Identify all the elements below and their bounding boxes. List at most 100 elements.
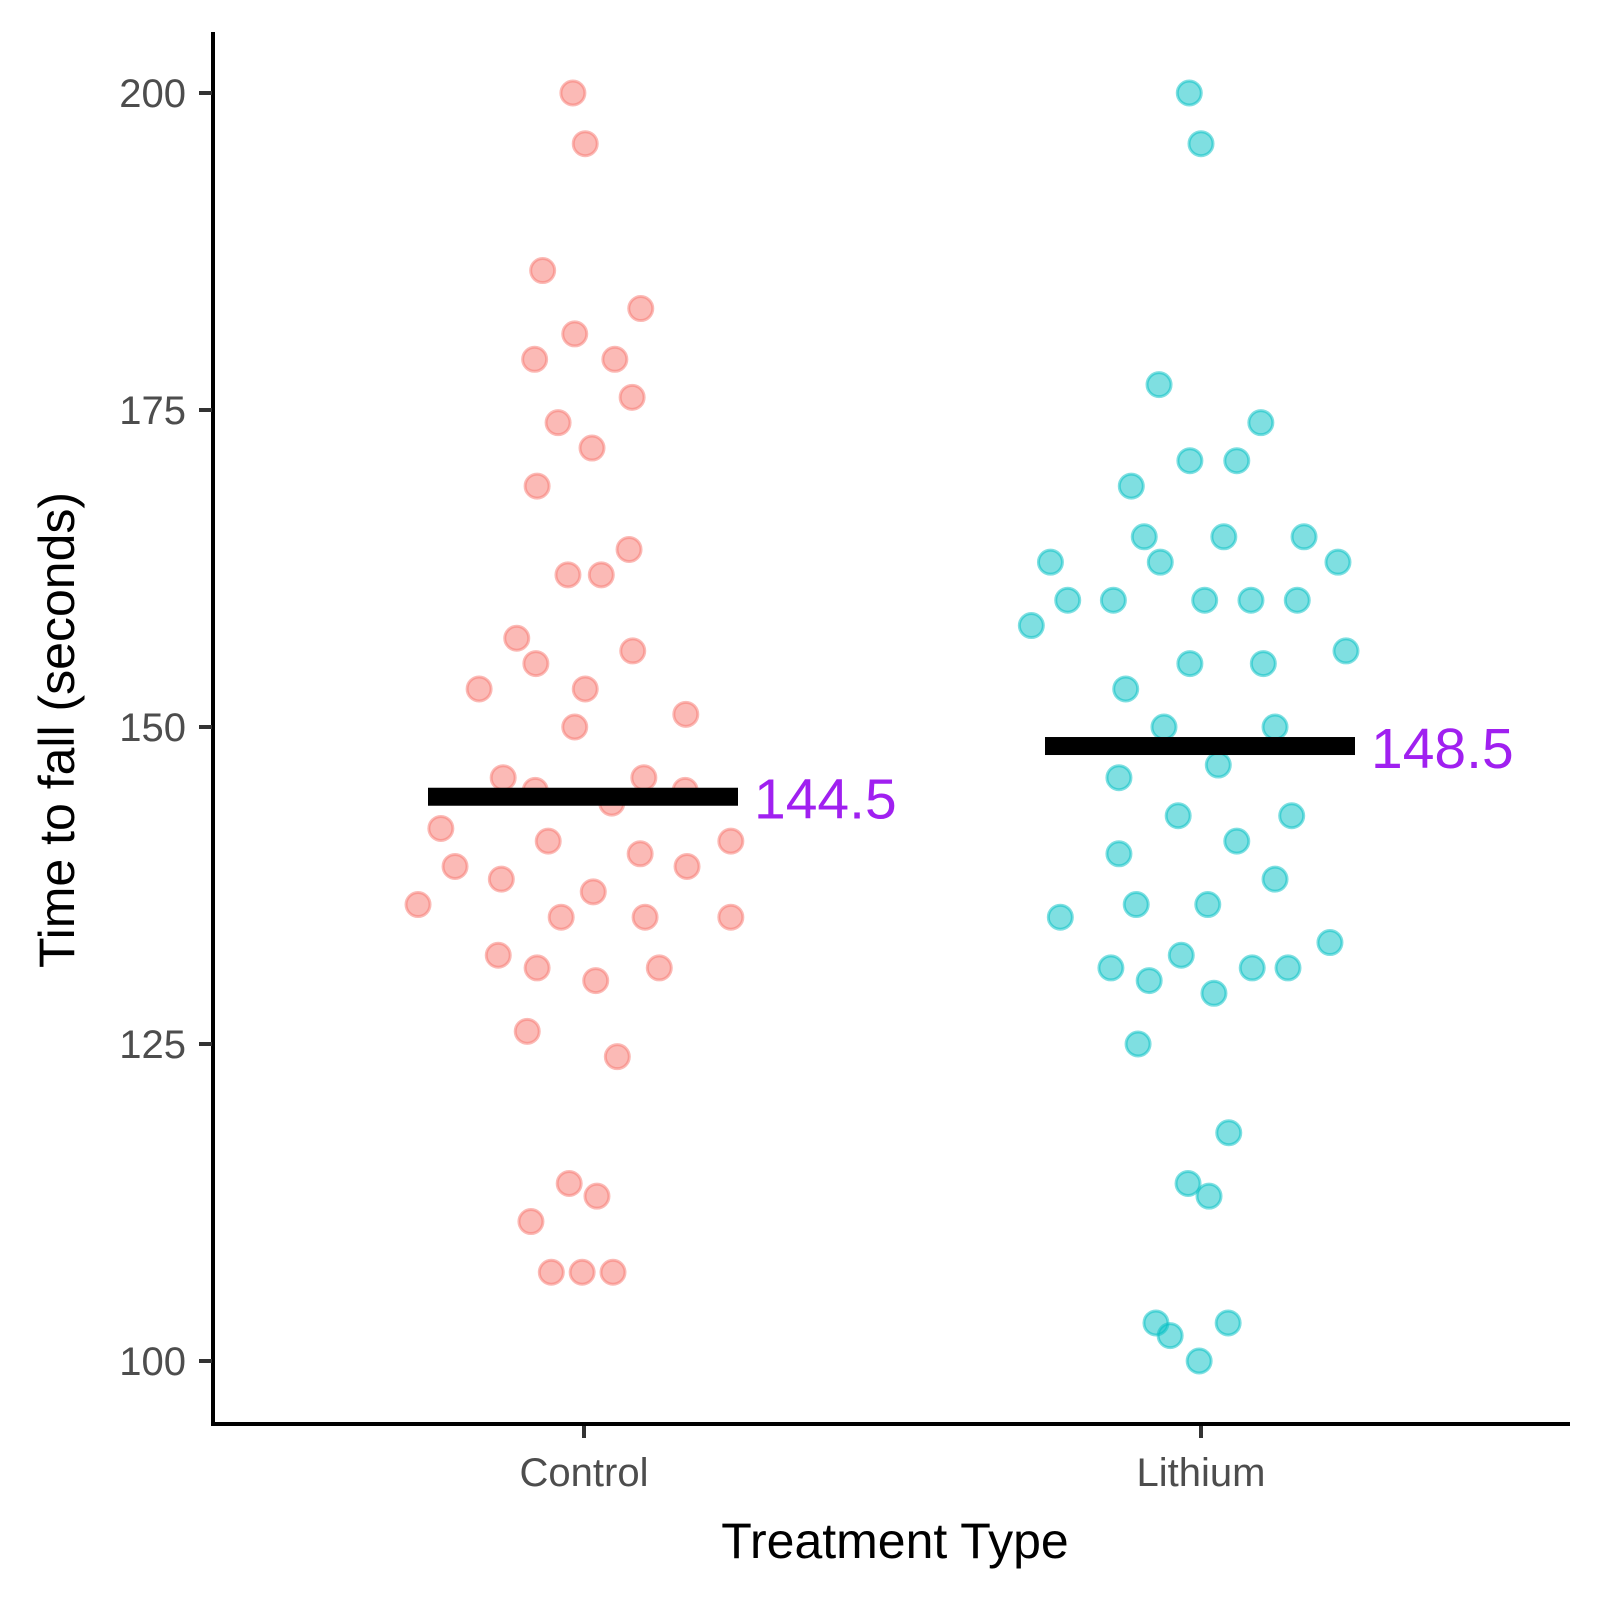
data-point — [1105, 764, 1133, 792]
data-point — [1122, 891, 1150, 919]
data-point — [1017, 612, 1045, 640]
y-tick-label: 200 — [119, 72, 186, 116]
data-point — [1204, 751, 1232, 779]
data-point — [404, 891, 432, 919]
data-point — [523, 954, 551, 982]
data-point — [1261, 865, 1289, 893]
data-point — [1191, 586, 1219, 614]
data-point — [619, 637, 647, 665]
data-point — [1150, 713, 1178, 741]
mean-label: 144.5 — [754, 768, 897, 832]
data-point — [1176, 447, 1204, 475]
y-tick-label: 125 — [119, 1023, 186, 1067]
data-point — [1247, 409, 1275, 437]
data-point — [559, 79, 587, 107]
data-point — [583, 1182, 611, 1210]
data-point — [503, 624, 531, 652]
data-point — [1112, 675, 1140, 703]
data-point — [1135, 967, 1163, 995]
data-point — [1290, 523, 1318, 551]
series-control — [404, 79, 745, 1286]
data-point — [599, 1258, 627, 1286]
data-point — [579, 878, 607, 906]
data-point — [1283, 586, 1311, 614]
data-point — [587, 561, 615, 589]
data-point — [427, 814, 455, 842]
data-point — [1316, 929, 1344, 957]
data-point — [544, 409, 572, 437]
data-point — [441, 852, 469, 880]
y-tick-label: 150 — [119, 706, 186, 750]
data-point — [1223, 827, 1251, 855]
data-point — [601, 345, 629, 373]
data-point — [1176, 650, 1204, 678]
data-point — [1167, 941, 1195, 969]
data-point — [561, 713, 589, 741]
data-point — [1164, 802, 1192, 830]
data-point — [1332, 637, 1360, 665]
data-point — [1223, 447, 1251, 475]
x-axis-title: Treatment Type — [721, 1513, 1068, 1569]
data-point — [537, 1258, 565, 1286]
data-point — [1200, 979, 1228, 1007]
data-point — [1187, 130, 1215, 158]
data-point — [1278, 802, 1306, 830]
y-tick-label: 175 — [119, 389, 186, 433]
mean-bar — [428, 787, 738, 806]
data-point — [1324, 548, 1352, 576]
data-point — [521, 345, 549, 373]
points-layer — [404, 79, 1360, 1375]
data-point — [1249, 650, 1277, 678]
series-lithium — [1017, 79, 1360, 1375]
data-point — [1036, 548, 1064, 576]
data-point — [1105, 840, 1133, 868]
data-point — [1174, 1169, 1202, 1197]
x-tick-label: Control — [520, 1451, 649, 1495]
means-layer: 144.5 148.5 — [428, 717, 1514, 832]
data-point — [631, 903, 659, 931]
data-point — [571, 130, 599, 158]
data-point — [529, 257, 557, 285]
data-point — [1146, 548, 1174, 576]
data-point — [1054, 586, 1082, 614]
data-point — [1175, 79, 1203, 107]
mean-label: 148.5 — [1371, 717, 1514, 781]
data-point — [1099, 586, 1127, 614]
data-point — [1261, 713, 1289, 741]
data-point — [1194, 891, 1222, 919]
y-tick-label: 100 — [119, 1340, 186, 1384]
data-point — [672, 700, 700, 728]
data-point — [615, 535, 643, 563]
data-point — [568, 1258, 596, 1286]
data-point — [523, 472, 551, 500]
data-point — [1145, 371, 1173, 399]
data-point — [618, 383, 646, 411]
data-point — [1274, 954, 1302, 982]
mean-bar — [1045, 737, 1355, 756]
y-axis-title: Time to fall (seconds) — [29, 492, 85, 968]
data-point — [1124, 1030, 1152, 1058]
data-point — [1214, 1309, 1242, 1337]
data-point — [645, 954, 673, 982]
data-point — [1156, 1322, 1184, 1350]
data-point — [717, 903, 745, 931]
data-point — [578, 434, 606, 462]
data-point — [1046, 903, 1074, 931]
data-point — [582, 967, 610, 995]
data-point — [1117, 472, 1145, 500]
data-point — [1215, 1119, 1243, 1147]
data-point — [1185, 1347, 1213, 1375]
data-point — [630, 764, 658, 792]
y-ticks: 100 125 150 175 200 — [119, 72, 212, 1384]
data-point — [1097, 954, 1125, 982]
data-point — [1237, 586, 1265, 614]
data-point — [554, 561, 582, 589]
data-point — [484, 941, 512, 969]
data-point — [522, 650, 550, 678]
data-point — [603, 1043, 631, 1071]
data-point — [626, 840, 654, 868]
data-point — [1238, 954, 1266, 982]
data-point — [534, 827, 562, 855]
data-point — [555, 1169, 583, 1197]
